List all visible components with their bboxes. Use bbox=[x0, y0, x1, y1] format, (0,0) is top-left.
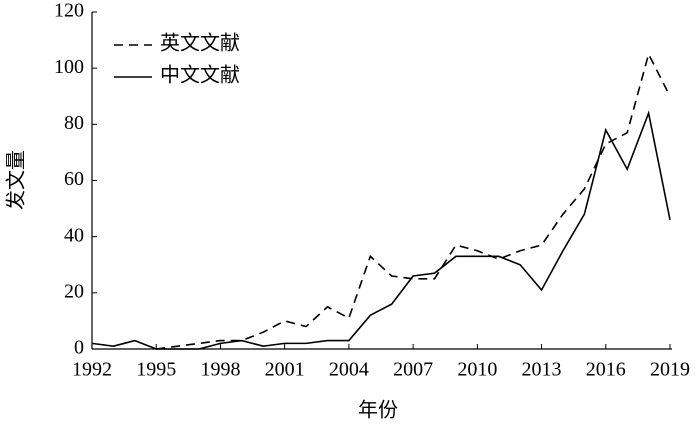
x-tick-label: 2010 bbox=[457, 359, 497, 381]
x-tick-label: 2007 bbox=[393, 359, 433, 381]
y-tick-label: 100 bbox=[54, 56, 84, 78]
y-tick-label: 80 bbox=[64, 112, 84, 134]
x-tick-label: 1992 bbox=[72, 359, 112, 381]
legend-label: 中文文献 bbox=[160, 64, 240, 87]
y-tick-label: 40 bbox=[64, 224, 84, 246]
x-tick-label: 1995 bbox=[136, 359, 176, 381]
x-tick-label: 2001 bbox=[265, 359, 305, 381]
x-tick-label: 2016 bbox=[586, 359, 626, 381]
y-tick-label: 120 bbox=[54, 0, 84, 22]
x-axis-label: 年份 bbox=[358, 399, 398, 422]
series-line bbox=[91, 110, 671, 350]
x-tick-label: 2004 bbox=[329, 359, 369, 381]
legend-label: 英文文献 bbox=[160, 32, 240, 55]
y-axis-label: 发文量 bbox=[5, 150, 28, 210]
y-tick-label: 0 bbox=[74, 337, 84, 359]
y-tick-label: 20 bbox=[64, 280, 84, 302]
y-tick-label: 60 bbox=[64, 168, 84, 190]
x-tick-label: 1998 bbox=[200, 359, 240, 381]
x-tick-label: 2019 bbox=[650, 359, 690, 381]
series-line bbox=[156, 51, 671, 350]
x-tick-label: 2013 bbox=[522, 359, 562, 381]
